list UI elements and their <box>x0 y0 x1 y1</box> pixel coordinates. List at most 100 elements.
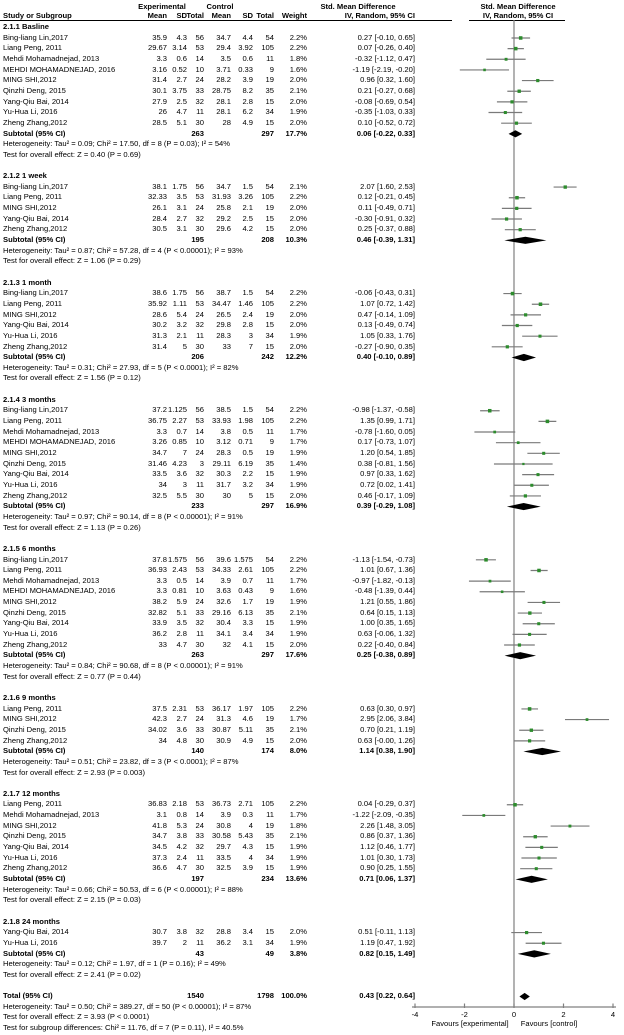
table-cell: -0.35 [-1.03, 0.33] <box>355 107 415 117</box>
table-cell: 31.7 <box>216 479 231 489</box>
subgroup-title: 2.1.5 6 months <box>3 543 56 553</box>
table-cell: 11 <box>266 53 274 63</box>
study-row: Yang-Qiu Bai, 2014 30.2 3.2 32 29.8 2.8 15 2.0%… <box>0 320 460 331</box>
table-cell: 1.98 <box>238 416 253 426</box>
table-cell: 37.2 <box>152 405 167 415</box>
study-row: Zheng Zhang,2012 36.6 4.7 30 32.5 3.9 15 1.9% 0.… <box>0 863 460 874</box>
table-cell: 1.6% <box>289 64 307 74</box>
x-axis-tick-label: -4 <box>411 1010 419 1019</box>
table-cell: 56 <box>195 405 204 415</box>
table-cell: 1.01 [0.67, 1.36] <box>360 565 415 575</box>
point-estimate-marker <box>563 185 567 189</box>
table-cell: 105 <box>261 43 274 53</box>
table-cell: 24 <box>195 820 204 830</box>
table-cell: 2.1 <box>176 330 187 340</box>
point-estimate-marker <box>505 345 509 349</box>
table-cell: 2.0% <box>289 117 307 127</box>
table-cell: 105 <box>261 565 274 575</box>
table-cell: 2.18 <box>172 799 187 809</box>
study-label: Bing-liang Lin,2017 <box>3 32 69 42</box>
table-cell: 10 <box>195 64 204 74</box>
table-cell: 2.1 <box>242 203 253 213</box>
stats-text: Test for overall effect: Z = 2.15 (P = 0… <box>3 895 141 905</box>
table-cell: 1.9% <box>289 618 307 628</box>
stats-text-row: Test for overall effect: Z = 2.41 (P = 0… <box>0 970 460 981</box>
table-cell: 4.3 <box>176 32 187 42</box>
subtotal-row: Subtotal (95% CI) 233 297 16.9% 0.39 [-0.29,… <box>0 501 460 512</box>
study-row: Liang Peng, 2011 36.93 2.43 53 34.33 2.61 105 2… <box>0 565 460 576</box>
table-cell: 3.2 <box>242 479 253 489</box>
table-cell: 35.92 <box>147 298 167 308</box>
table-cell: 11 <box>196 479 204 489</box>
table-cell: 174 <box>261 746 274 756</box>
table-cell: 242 <box>261 352 274 362</box>
study-row: Mehdi Mohamadnejad, 2013 3.3 0.7 14 3.8 0.5 11… <box>0 427 460 438</box>
table-cell: 0.96 [0.32, 1.60] <box>360 75 415 85</box>
table-cell: 0.5 <box>176 575 187 585</box>
stats-text: Test for overall effect: Z = 3.93 (P < 0… <box>3 1012 150 1022</box>
study-label: MING SHI,2012 <box>3 448 57 457</box>
point-estimate-marker <box>528 632 532 636</box>
table-cell: 34.5 <box>152 842 167 852</box>
table-cell: 0.64 [0.15, 1.13] <box>360 607 415 617</box>
study-label: Bing-liang Lin,2017 <box>3 405 69 415</box>
study-row: Qinzhi Deng, 2015 30.1 3.75 33 28.75 8.2 35 2.1… <box>0 86 460 97</box>
table-cell: 56 <box>195 288 204 298</box>
table-cell: 1.20 [0.54, 1.85] <box>360 448 415 457</box>
table-cell: 11 <box>196 937 204 947</box>
point-estimate-marker <box>585 718 589 721</box>
table-cell: -0.27 [-0.90, 0.35] <box>355 341 415 351</box>
table-cell: 15 <box>265 224 274 234</box>
table-cell: 3.5 <box>176 618 187 628</box>
table-cell: 3.3 <box>156 575 167 585</box>
total-row: Total (95% CI) 1540 1798 100.0% 0.43 [0.22, … <box>0 991 460 1002</box>
table-cell: 32.82 <box>147 607 167 617</box>
table-cell: 4 <box>248 820 253 830</box>
point-estimate-marker <box>540 845 544 849</box>
subgroup-header: 2.1.3 1 month <box>0 278 460 289</box>
table-cell: 0.7 <box>242 575 253 585</box>
study-label: MEHDI MOHAMADNEJAD, 2016 <box>3 64 116 74</box>
table-cell: 2.27 <box>172 416 187 426</box>
table-cell: -1.19 [-2.19, -0.20] <box>352 64 415 74</box>
table-cell: 36.73 <box>211 799 231 809</box>
table-cell: 28.4 <box>152 213 167 223</box>
study-row: Qinzhi Deng, 2015 31.46 4.23 3 29.11 6.19 35 1.… <box>0 459 460 470</box>
table-cell: 0.5 <box>242 426 253 436</box>
stats-text-row: Test for overall effect: Z = 3.93 (P < 0… <box>0 1012 460 1023</box>
table-cell: 34.7 <box>152 831 167 841</box>
table-cell: 0.90 [0.25, 1.55] <box>360 863 415 873</box>
table-cell: 1.75 <box>172 288 187 298</box>
study-row: Yu-Hua Li, 2016 31.3 2.1 11 28.3 3 34 1.9% 1.05 … <box>0 331 460 342</box>
table-cell: 36.2 <box>152 629 167 639</box>
study-label: Zheng Zhang,2012 <box>3 117 68 127</box>
table-cell: 0.6 <box>242 53 253 63</box>
study-row: MING SHI,2012 31.4 2.7 24 28.2 3.9 19 2.0% 0.96 … <box>0 75 460 86</box>
table-cell: 39.7 <box>152 937 167 947</box>
subtotal-row: Subtotal (95% CI) 140 174 8.0% 1.14 [0.38, 1… <box>0 746 460 757</box>
table-cell: 2.0% <box>289 213 307 223</box>
study-label: MING SHI,2012 <box>3 309 57 319</box>
table-cell: 0.97 [0.33, 1.62] <box>360 469 415 479</box>
table-cell: 9 <box>269 586 274 596</box>
study-label: Liang Peng, 2011 <box>3 43 62 53</box>
point-estimate-marker <box>510 291 515 296</box>
stats-text-row: Test for overall effect: Z = 1.13 (P = 0… <box>0 523 460 534</box>
study-row: MEHDI MOHAMADNEJAD, 2016 3.26 0.85 10 3.12 0.… <box>0 437 460 448</box>
table-cell: 29.8 <box>216 320 231 330</box>
table-cell: 1.9% <box>289 852 307 862</box>
stats-text-row: Test for overall effect: Z = 0.40 (P = 0… <box>0 150 460 161</box>
study-row: Yang-Qiu Bai, 2014 33.5 3.6 32 30.3 2.2 15 1.9%… <box>0 469 460 480</box>
table-cell: 0.46 [-0.39, 1.31] <box>356 235 415 244</box>
study-label: Qinzhi Deng, 2015 <box>3 724 66 734</box>
study-label: Zheng Zhang,2012 <box>3 341 68 351</box>
point-estimate-marker <box>488 579 492 583</box>
table-cell: 2.2% <box>289 43 307 53</box>
table-cell: 1.8% <box>289 53 307 63</box>
table-cell: 36.93 <box>147 565 167 575</box>
table-cell: 36.6 <box>152 863 167 873</box>
table-cell: 0.70 [0.21, 1.19] <box>360 724 415 734</box>
sd2-col-header: SD <box>242 11 253 20</box>
table-cell: 2.2% <box>289 416 307 426</box>
